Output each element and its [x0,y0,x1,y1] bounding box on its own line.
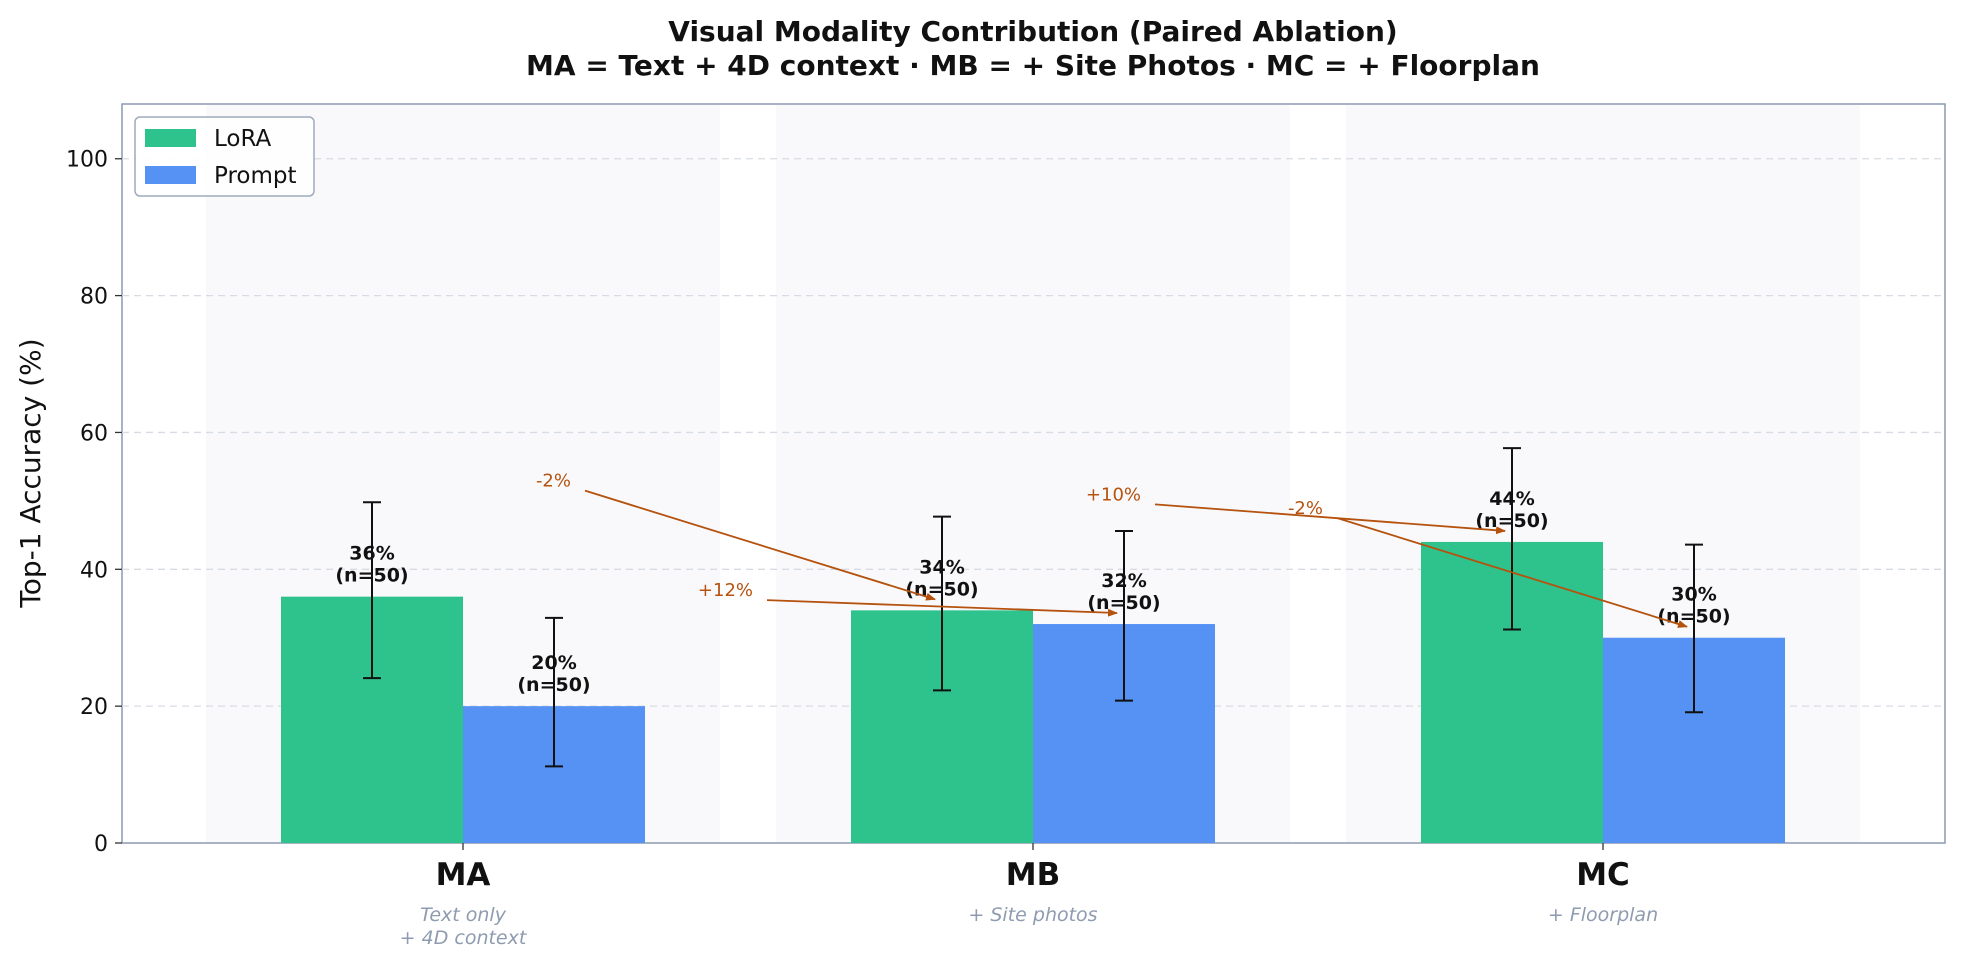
y-tick-label-80: 80 [80,285,108,310]
x-subtitle-mb-0: + Site photos [968,904,1097,926]
legend-label-prompt: Prompt [214,163,297,189]
error-bar-lora-ma [363,501,381,680]
data-label-value-prompt-mb: 32% [1101,570,1146,592]
error-bar-prompt-mc [1685,543,1703,714]
legend-swatch-lora [145,129,196,147]
data-label-value-lora-mb: 34% [919,556,964,578]
data-label-n-lora-ma: (n=50) [335,565,408,587]
error-bars-layer [363,447,1703,768]
data-label-n-prompt-mc: (n=50) [1657,606,1730,628]
error-bar-lora-mc [1503,447,1521,631]
y-tick-label-100: 100 [66,148,108,173]
y-tick-label-20: 20 [80,695,108,720]
x-subtitle-ma-0: Text only [420,904,507,926]
legend: LoRA Prompt [134,116,315,197]
x-tick-label-mc: MC [1576,857,1630,893]
data-label-n-lora-mc: (n=50) [1475,510,1548,532]
data-label-n-prompt-ma: (n=50) [517,674,590,696]
data-label-value-lora-ma: 36% [349,543,394,565]
y-axis-label: Top-1 Accuracy (%) [14,338,47,608]
error-bar-prompt-ma [545,616,563,768]
x-tick-label-ma: MA [436,857,491,893]
x-axis: MA Text only+ 4D context MB + Site photos MC… [400,843,1658,949]
error-bar-prompt-mb [1115,529,1133,702]
chart-subtitle: MA = Text + 4D context · MB = + Site Pho… [526,49,1540,82]
data-label-value-prompt-ma: 20% [531,652,576,674]
annotation-label-2: +10% [1086,484,1141,505]
annotation-arrow-2 [1154,503,1506,535]
annotation-label-0: -2% [536,471,571,492]
y-tick-label-40: 40 [80,558,108,583]
error-bar-lora-mb [933,515,951,692]
annotation-arrow-1 [766,599,1118,617]
x-subtitle-mc-0: + Floorplan [1548,904,1658,926]
y-axis: 0 20 40 60 80 100 [66,148,122,857]
x-tick-label-mb: MB [1006,857,1060,893]
annotation-arrow-0 [584,489,936,601]
chart-title: Visual Modality Contribution (Paired Abl… [668,15,1397,48]
data-label-n-lora-mb: (n=50) [905,578,978,600]
data-label-value-prompt-mc: 30% [1671,584,1716,606]
legend-label-lora: LoRA [214,126,272,152]
legend-swatch-prompt [145,166,196,184]
data-label-n-prompt-mb: (n=50) [1087,592,1160,614]
data-label-value-lora-mc: 44% [1489,488,1534,510]
annotation-label-3: -2% [1288,498,1323,519]
y-tick-label-0: 0 [94,832,108,857]
data-labels-layer: 36%(n=50) 34%(n=50)44%(n=50)20%(n=50)32%(… [335,488,1730,696]
annotation-arrows-layer: -2% +12% +10% -2% [536,471,1688,628]
y-tick-label-60: 60 [80,421,108,446]
x-subtitle-ma-1: + 4D context [400,927,528,949]
annotation-arrow-3 [1336,517,1688,628]
annotation-label-1: +12% [698,580,753,601]
